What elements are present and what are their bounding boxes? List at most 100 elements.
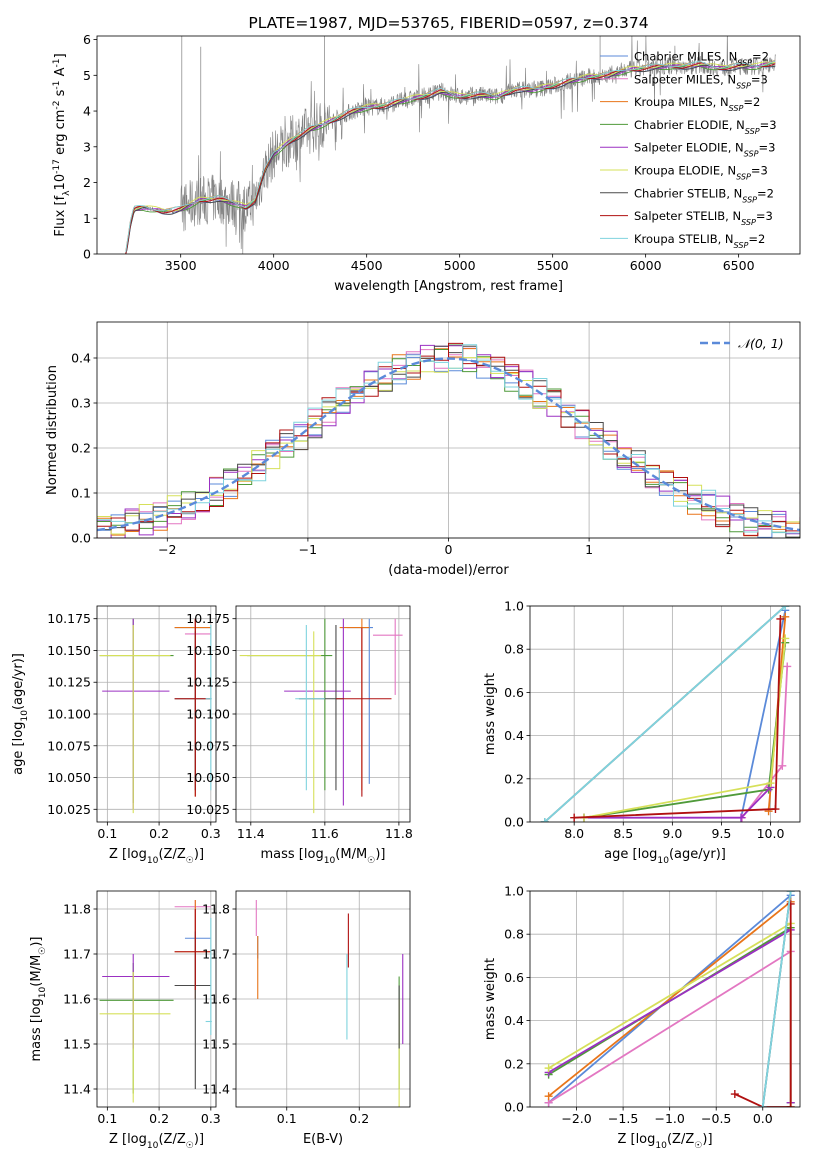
legend-entry-sub: SSP — [741, 218, 756, 227]
x-tick-label: 0.1 — [97, 826, 117, 841]
x-tick-label: 6000 — [630, 258, 662, 273]
label-part: Flux [f — [53, 195, 68, 236]
weight-marker — [786, 1103, 795, 1107]
x-tick-label: 10.0 — [757, 826, 785, 841]
x-tick-label: 8.0 — [564, 826, 584, 841]
label-part: Z [log — [109, 847, 147, 862]
y-tick-label: 10.050 — [47, 770, 91, 785]
label-part: (data-model)/error — [388, 563, 509, 578]
label-part: 10 — [20, 710, 30, 722]
y-tick-label: 11.6 — [63, 992, 91, 1007]
y-tick-label: 0.6 — [504, 970, 524, 985]
weight-marker — [778, 761, 787, 770]
legend-entry-name: Chabrier MILES, N — [634, 50, 737, 64]
legend-entry-name: Kroupa MILES, N — [634, 95, 729, 109]
x-tick-label: 0.0 — [753, 1111, 773, 1126]
label-part: mass weight — [483, 958, 498, 1040]
label-part: )] — [702, 1132, 712, 1147]
y-tick-label: 11.5 — [63, 1037, 91, 1052]
legend-entry: Chabrier ELODIE, NSSP=3 — [634, 118, 777, 136]
x-tick-label: 8.5 — [613, 826, 633, 841]
label-part: (Z/Z — [667, 1132, 694, 1147]
label-part: -2 — [52, 101, 62, 110]
gaussian-curve — [97, 357, 800, 532]
spectrum-axes-frame — [96, 35, 801, 255]
y-tick-label: 0.2 — [71, 441, 91, 456]
x-axis-label: mass [log10(M/M☉)] — [261, 847, 386, 866]
legend-entry-name: Kroupa ELODIE, N — [634, 164, 736, 178]
y-tick-label: 11.4 — [63, 1082, 91, 1097]
weight-line — [548, 950, 792, 1104]
legend-entry-n: =2 — [743, 95, 760, 109]
y-tick-label: 11.5 — [202, 1037, 230, 1052]
y-tick-label: 2 — [83, 175, 91, 190]
y-axis-label: mass weight — [483, 958, 498, 1040]
legend-entry-sub: SSP — [736, 81, 751, 90]
weight-marker — [781, 606, 790, 610]
label-part: age [log — [11, 722, 26, 775]
label-part: λ — [62, 190, 72, 196]
label-part: 10 — [38, 987, 48, 999]
y-tick-label: 10.175 — [47, 611, 91, 626]
legend-entry-sub: SSP — [742, 195, 757, 204]
weight_vs_age-axes-frame — [529, 605, 801, 823]
y-tick-label: 4 — [83, 104, 91, 119]
legend-entry: Salpeter STELIB, NSSP=3 — [634, 209, 773, 227]
y-tick-label: 1.0 — [504, 884, 524, 899]
x-tick-label: −1 — [299, 542, 317, 557]
legend-entry-name: Kroupa STELIB, N — [634, 232, 734, 246]
y-tick-label: 6 — [83, 32, 91, 47]
x-tick-label: 9.0 — [662, 826, 682, 841]
label-part: ☉ — [694, 1141, 702, 1151]
x-axis-label: age [log10(age/yr)] — [604, 847, 726, 866]
label-part: (age/yr)] — [669, 847, 726, 862]
weight-marker — [737, 813, 746, 822]
y-tick-label: 10.150 — [186, 643, 230, 658]
y-tick-label: 11.4 — [202, 1082, 230, 1097]
legend-entry-sub: SSP — [736, 172, 751, 181]
label-part: ☉ — [38, 947, 48, 955]
y-tick-label: 10.075 — [47, 738, 91, 753]
label-part: 10 — [657, 856, 669, 866]
y-tick-label: 11.8 — [202, 902, 230, 917]
legend-entry: Kroupa STELIB, NSSP=2 — [634, 232, 765, 250]
x-tick-label: 11.8 — [385, 826, 413, 841]
x-tick-label: 6500 — [723, 258, 755, 273]
y-tick-label: 0.4 — [504, 728, 524, 743]
legend-entry-n: =2 — [757, 186, 774, 200]
legend-entry-n: =3 — [758, 141, 775, 155]
x-tick-label: 0.2 — [149, 826, 169, 841]
label-part: 10 — [324, 856, 336, 866]
weight-marker — [570, 813, 579, 822]
x-tick-label: 4000 — [258, 258, 290, 273]
weight-marker — [544, 1092, 553, 1101]
label-part: s — [53, 89, 68, 100]
x-tick-label: −2.0 — [561, 1111, 591, 1126]
weight-line — [544, 606, 786, 822]
label-part: (M/M — [335, 847, 367, 862]
weight-line — [734, 904, 792, 1107]
x-tick-label: 0.2 — [349, 1111, 369, 1126]
x-tick-label: −1.5 — [608, 1111, 638, 1126]
weight-marker — [783, 662, 792, 671]
legend-entry-name: Chabrier ELODIE, N — [634, 118, 745, 132]
mass_vs_EBV-plot-area — [255, 900, 404, 1107]
x-tick-label: −0.5 — [701, 1111, 731, 1126]
x-tick-label: 1 — [585, 542, 593, 557]
weight-line — [761, 891, 792, 1107]
legend-entry-n: =3 — [760, 118, 777, 132]
x-axis-label: Z [log10(Z/Z☉)] — [109, 847, 204, 866]
legend-entry: Chabrier MILES, NSSP=2 — [634, 50, 769, 68]
legend-entry: Kroupa ELODIE, NSSP=3 — [634, 164, 768, 182]
label-part: wavelength [Angstrom, rest frame] — [334, 279, 563, 294]
y-tick-label: 0.0 — [504, 815, 524, 830]
weight-marker — [781, 634, 790, 643]
legend-entry-sub: SSP — [734, 240, 749, 249]
y-tick-label: 10.100 — [47, 707, 91, 722]
label-part: mass [log — [261, 847, 324, 862]
y-tick-label: 0.0 — [504, 1100, 524, 1115]
weight-marker — [758, 1103, 767, 1107]
label-part: E(B-V) — [303, 1132, 343, 1147]
label-part: Z [log — [617, 1132, 655, 1147]
